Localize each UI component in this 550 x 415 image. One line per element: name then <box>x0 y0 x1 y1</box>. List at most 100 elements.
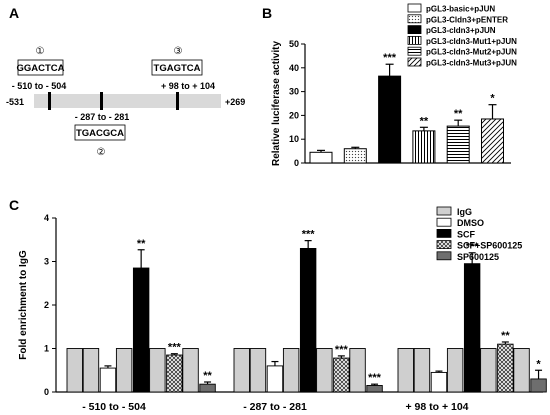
c-significance-label: ** <box>203 370 212 382</box>
c-bar <box>199 383 216 393</box>
c-significance-label: *** <box>168 342 182 354</box>
panel-label-a: A <box>9 5 19 21</box>
panel-a: A -531 +269 ① GGACTCA - 510 to - 504 - 2… <box>6 5 245 158</box>
c-significance-label: *** <box>466 241 480 253</box>
site-sequence-1: GGACTCA <box>16 63 64 74</box>
c-legend-label: SP600125 <box>457 252 499 262</box>
c-y-axis-title: Fold enrichment to IgG <box>18 250 29 360</box>
c-bar <box>166 354 183 393</box>
c-significance-label: *** <box>302 229 316 241</box>
b-bar <box>343 148 367 164</box>
b-legend-swatch <box>407 14 422 24</box>
b-legend-label: pGL3-cldn3-Mut1+pJUN <box>426 37 517 46</box>
c-y-tick-label: 3 <box>44 257 49 267</box>
b-y-tick-label: 0 <box>294 158 299 168</box>
c-y-tick-label: 1 <box>44 344 49 354</box>
b-bar <box>412 130 436 164</box>
b-y-axis-title: Relative luciferase activity <box>271 41 282 167</box>
c-igg-reference-bar <box>513 348 530 393</box>
c-significance-label: ** <box>501 330 510 342</box>
b-bar <box>378 75 402 164</box>
site-range-2: - 287 to - 281 <box>75 112 130 122</box>
b-significance-label: ** <box>420 115 429 127</box>
c-igg-reference-bar <box>413 348 431 393</box>
b-legend-label: pGL3-cldn3-Mut3+pJUN <box>426 59 517 68</box>
c-legend-label: IgG <box>457 207 472 217</box>
c-bar <box>299 247 317 393</box>
b-legend-label: pGL3-basic+pJUN <box>426 5 495 14</box>
b-y-tick-label: 30 <box>289 87 299 97</box>
c-bar <box>266 365 284 393</box>
b-legend-label: pGL3-cldn3+pJUN <box>426 26 496 35</box>
site-sequence-box-1 <box>17 59 64 76</box>
c-bar <box>366 385 383 393</box>
c-igg-reference-bar <box>349 348 366 393</box>
panel-label-b: B <box>262 5 272 21</box>
c-igg-reference-bar <box>249 348 267 393</box>
b-significance-label: *** <box>383 52 397 64</box>
c-significance-label: * <box>536 358 541 370</box>
c-igg-reference-bar <box>282 348 300 393</box>
c-y-tick-label: 0 <box>44 387 49 397</box>
b-bar <box>446 125 470 164</box>
b-y-tick-label: 20 <box>289 110 299 120</box>
b-bar <box>309 151 333 164</box>
site-sequence-3: TGAGTCA <box>154 63 201 74</box>
site-tick-2 <box>100 92 103 110</box>
c-legend-label: SCF+SP600125 <box>457 241 522 251</box>
c-legend-swatch <box>436 217 452 227</box>
c-bar <box>497 343 514 393</box>
site-sequence-box-2 <box>74 124 126 141</box>
c-bar <box>99 367 117 393</box>
c-legend-label: SCF <box>457 229 476 239</box>
c-legend-label: DMSO <box>457 218 484 228</box>
c-bar <box>530 378 547 393</box>
c-igg-reference-bar <box>115 348 133 393</box>
binding-site-3: ③ TGAGTCA + 98 to + 104 <box>151 46 215 110</box>
b-legend-label: pGL3-cldn3-Mut2+pJUN <box>426 48 517 57</box>
c-igg-reference-bar <box>182 348 199 393</box>
site-marker-2: ② <box>97 147 106 158</box>
promoter-bar <box>34 94 221 108</box>
c-bar <box>233 348 250 393</box>
site-marker-1: ① <box>36 46 45 57</box>
site-range-1: - 510 to - 504 <box>12 81 67 91</box>
c-significance-label: *** <box>335 344 349 356</box>
c-bar <box>430 371 448 393</box>
b-legend-swatch <box>407 36 422 45</box>
c-igg-reference-bar <box>149 348 166 393</box>
c-bar <box>66 348 83 393</box>
c-legend-swatch <box>436 251 452 261</box>
b-y-tick-label: 50 <box>289 39 299 49</box>
c-bar <box>463 263 481 393</box>
c-group-label: - 287 to - 281 <box>243 401 307 413</box>
b-y-tick-label: 10 <box>289 134 299 144</box>
b-legend-swatch <box>407 3 422 13</box>
site-tick-3 <box>176 92 179 110</box>
binding-site-2: - 287 to - 281 TGACGCA ② <box>74 92 130 158</box>
c-significance-label: *** <box>368 372 382 384</box>
b-legend-swatch <box>407 25 422 35</box>
site-marker-3: ③ <box>174 46 183 57</box>
b-significance-label: ** <box>454 108 463 120</box>
panel-b-chart: B 0 10 20 30 40 50 Relative luciferase activit… <box>262 3 517 168</box>
b-bar <box>481 118 504 164</box>
c-y-tick-label: 2 <box>44 300 49 310</box>
c-igg-reference-bar <box>480 348 497 393</box>
panel-label-c: C <box>9 197 19 213</box>
c-bar <box>132 267 150 393</box>
c-y-tick-label: 4 <box>44 213 49 223</box>
c-significance-label: ** <box>137 238 146 250</box>
site-tick-1 <box>48 92 51 110</box>
c-legend-swatch <box>436 206 452 216</box>
b-legend-swatch <box>407 46 422 56</box>
c-group-label: + 98 to + 104 <box>405 401 468 413</box>
promoter-end-label: +269 <box>225 97 245 107</box>
b-legend-swatch <box>407 57 422 67</box>
promoter-start-label: -531 <box>6 97 24 107</box>
c-igg-reference-bar <box>316 348 333 393</box>
c-igg-reference-bar <box>82 348 100 393</box>
site-sequence-box-3 <box>151 59 203 76</box>
